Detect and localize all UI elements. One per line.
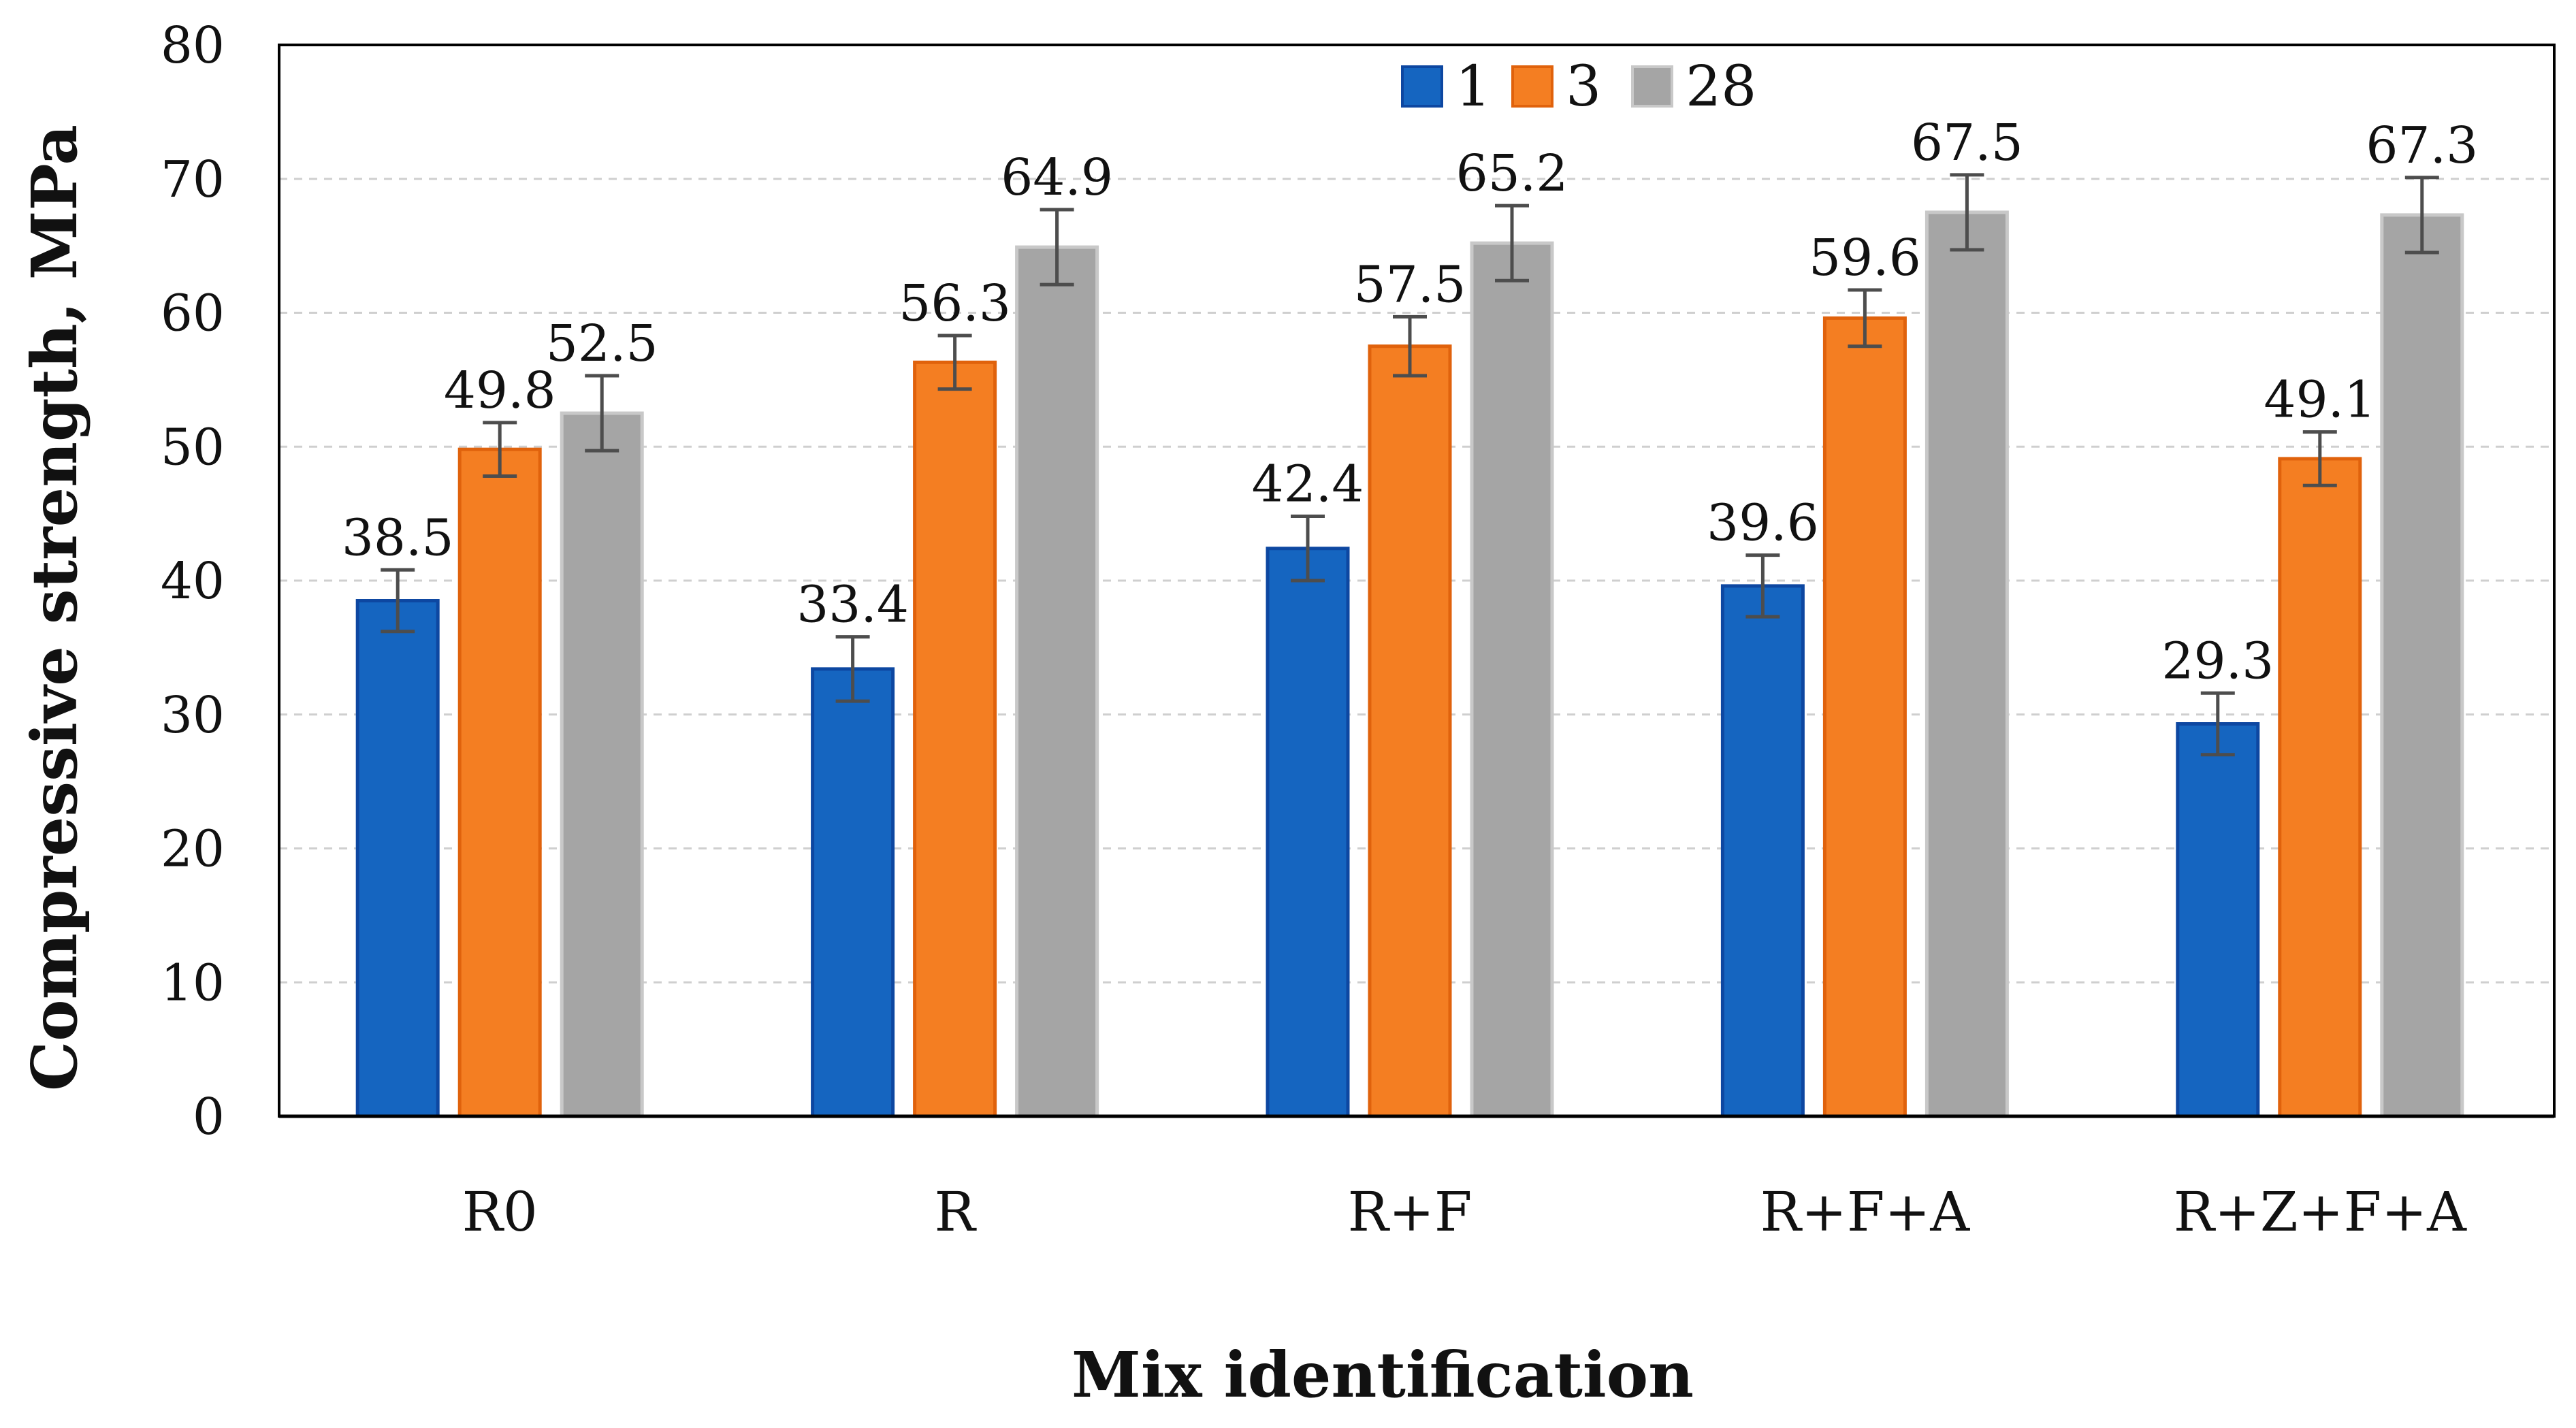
data-label: 67.3 [2366, 116, 2478, 175]
y-tick-labels: 0 10 20 30 40 50 60 70 80 [161, 16, 225, 1146]
bar-series-1 [2176, 722, 2260, 1118]
data-label: 33.4 [796, 576, 909, 634]
y-tick-label: 40 [161, 552, 225, 611]
data-label: 49.1 [2264, 371, 2376, 429]
x-tick-label: R+F [1348, 1180, 1472, 1244]
y-axis-title: Compressive strength, MPa [18, 125, 91, 1091]
bar-series-1 [355, 599, 440, 1118]
bar-series-28 [2380, 213, 2464, 1118]
x-tick-label: R+Z+F+A [2174, 1180, 2467, 1244]
legend-swatch [1511, 65, 1553, 108]
y-tick-label: 20 [161, 820, 225, 879]
data-label: 29.3 [2161, 632, 2274, 690]
data-label: 49.8 [444, 361, 556, 420]
data-label: 56.3 [899, 274, 1011, 333]
bar-series-1 [811, 667, 895, 1118]
legend-label: 28 [1686, 54, 1756, 119]
error-bars [381, 173, 2439, 757]
y-tick-label: 80 [161, 16, 225, 75]
bar-series-3 [1822, 316, 1907, 1118]
bar-series-28 [560, 411, 644, 1118]
bar-series-3 [2278, 457, 2362, 1118]
bar-series-3 [457, 447, 542, 1118]
y-tick-label: 60 [161, 285, 225, 343]
y-tick-label: 50 [161, 418, 225, 476]
data-labels: 38.5 49.852.5 33.4 56.3 64.9 42.4 57.5 65.2 39.6… [342, 114, 2478, 690]
x-axis-title: Mix identification [1072, 1338, 1694, 1412]
data-label: 38.5 [342, 508, 454, 567]
data-label: 64.9 [1001, 148, 1113, 207]
data-label: 52.5 [546, 314, 658, 373]
y-tick-label: 10 [161, 954, 225, 1012]
legend-swatch [1401, 65, 1443, 108]
data-label: 39.6 [1707, 494, 1819, 553]
data-label: 65.2 [1456, 144, 1568, 203]
x-tick-label: R+F+A [1760, 1180, 1971, 1244]
legend-swatch [1631, 65, 1673, 108]
bar-series-28 [1015, 245, 1099, 1118]
bar-series-3 [1368, 344, 1452, 1118]
x-tick-label: R0 [462, 1180, 538, 1244]
data-label: 42.4 [1252, 455, 1364, 514]
x-tick-labels: R0 R R+F R+F+A R+Z+F+A [462, 1180, 2467, 1244]
legend: 1 3 28 [1401, 54, 1756, 119]
data-label: 59.6 [1809, 229, 1921, 287]
bars [355, 210, 2464, 1118]
bar-series-1 [1720, 584, 1805, 1118]
gridlines [279, 178, 2554, 984]
bar-series-28 [1470, 241, 1554, 1118]
bar-series-28 [1925, 210, 2009, 1118]
legend-label: 1 [1455, 54, 1491, 119]
data-label: 57.5 [1354, 255, 1466, 314]
y-tick-label: 30 [161, 686, 225, 745]
x-tick-label: R [934, 1180, 977, 1244]
bar-series-3 [913, 360, 997, 1118]
y-tick-label: 70 [161, 150, 225, 209]
y-tick-label: 0 [193, 1088, 225, 1146]
bar-series-1 [1266, 547, 1350, 1118]
data-label: 67.5 [1911, 114, 2023, 172]
legend-label: 3 [1566, 54, 1601, 119]
